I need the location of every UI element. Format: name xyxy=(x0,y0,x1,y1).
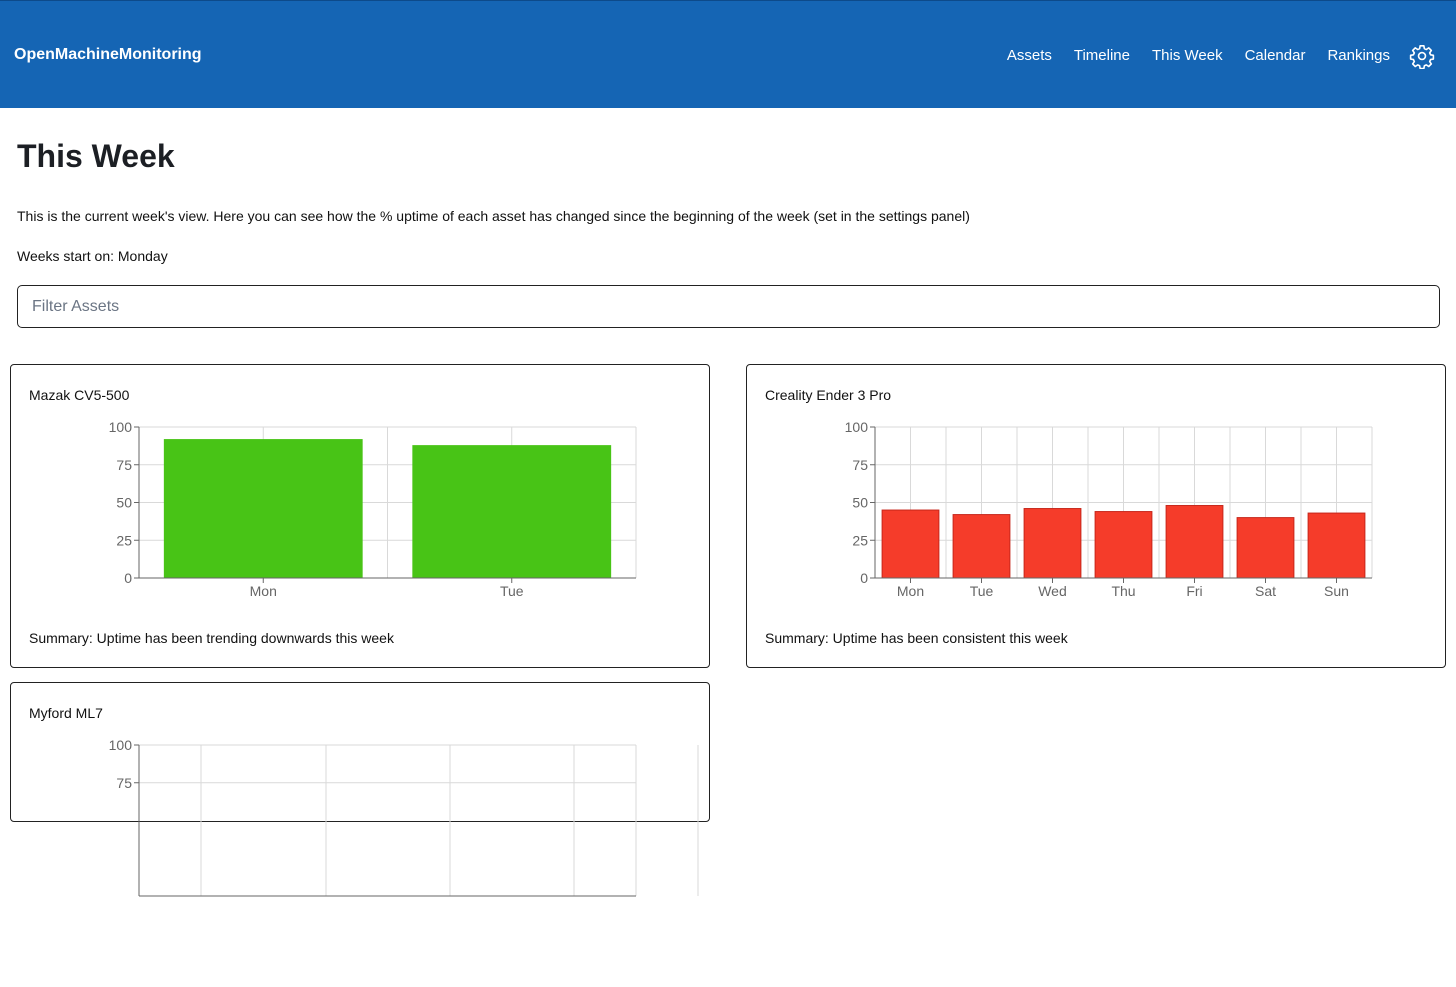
y-tick-label: 25 xyxy=(852,532,868,548)
y-tick-label: 100 xyxy=(109,419,133,435)
y-tick-label: 100 xyxy=(109,737,133,753)
brand-logo[interactable]: OpenMachineMonitoring xyxy=(14,46,202,63)
x-tick-label: Tue xyxy=(500,583,524,599)
asset-summary: Summary: Uptime has been consistent this… xyxy=(765,630,1068,646)
bar xyxy=(1023,508,1082,579)
uptime-chart: 0 25 50 75 100 Mon Tue xyxy=(109,419,637,599)
asset-summary: Summary: Uptime has been trending downwa… xyxy=(29,630,394,646)
y-tick-label: 50 xyxy=(116,495,132,511)
page-description: This is the current week's view. Here yo… xyxy=(17,208,970,224)
bar xyxy=(163,439,363,578)
x-tick-label: Wed xyxy=(1038,583,1067,599)
x-tick-label: Thu xyxy=(1111,583,1135,599)
y-tick-label: 0 xyxy=(124,570,132,586)
y-tick-label: 75 xyxy=(852,457,868,473)
asset-card-mazak: 0 25 50 75 100 Mon Tue Mazak CV5-500 Summary: … xyxy=(10,364,710,668)
bar xyxy=(1236,517,1295,579)
asset-name: Myford ML7 xyxy=(29,705,103,721)
page-title: This Week xyxy=(17,138,175,174)
uptime-chart: 0 25 50 75 100 Mon Tue Wed Thu Fri Sat Sun xyxy=(845,419,1373,599)
nav-this-week[interactable]: This Week xyxy=(1152,47,1223,64)
asset-name: Mazak CV5-500 xyxy=(29,387,130,403)
nav-rankings[interactable]: Rankings xyxy=(1327,47,1390,64)
bar xyxy=(1094,511,1153,579)
x-tick-label: Sun xyxy=(1324,583,1349,599)
week-start-text: Weeks start on: Monday xyxy=(17,248,168,264)
y-tick-label: 100 xyxy=(845,419,869,435)
bar xyxy=(952,514,1011,579)
x-tick-label: Mon xyxy=(897,583,924,599)
asset-card-myford: 75 100 Myford ML7 xyxy=(10,682,710,897)
filter-assets-input[interactable] xyxy=(17,285,1440,328)
gear-icon[interactable] xyxy=(1409,43,1435,69)
bar xyxy=(412,445,612,578)
asset-name: Creality Ender 3 Pro xyxy=(765,387,892,403)
y-tick-label: 50 xyxy=(852,495,868,511)
y-tick-label: 75 xyxy=(116,457,132,473)
nav-assets[interactable]: Assets xyxy=(1006,47,1052,64)
bar xyxy=(1165,505,1224,579)
x-tick-label: Tue xyxy=(970,583,994,599)
y-tick-label: 0 xyxy=(860,570,868,586)
bar xyxy=(1307,512,1366,579)
x-tick-label: Sat xyxy=(1255,583,1276,599)
nav-links: Assets Timeline This Week Calendar Ranki… xyxy=(985,47,1390,64)
nav-timeline[interactable]: Timeline xyxy=(1073,47,1130,64)
bar xyxy=(881,509,940,579)
y-tick-label: 25 xyxy=(116,532,132,548)
navbar: OpenMachineMonitoring Assets Timeline Th… xyxy=(0,0,1456,108)
asset-card-creality: 0 25 50 75 100 Mon Tue Wed Thu Fri Sat Sun Creality… xyxy=(746,364,1446,668)
x-tick-label: Fri xyxy=(1186,583,1202,599)
x-tick-label: Mon xyxy=(250,583,277,599)
nav-calendar[interactable]: Calendar xyxy=(1244,47,1306,64)
